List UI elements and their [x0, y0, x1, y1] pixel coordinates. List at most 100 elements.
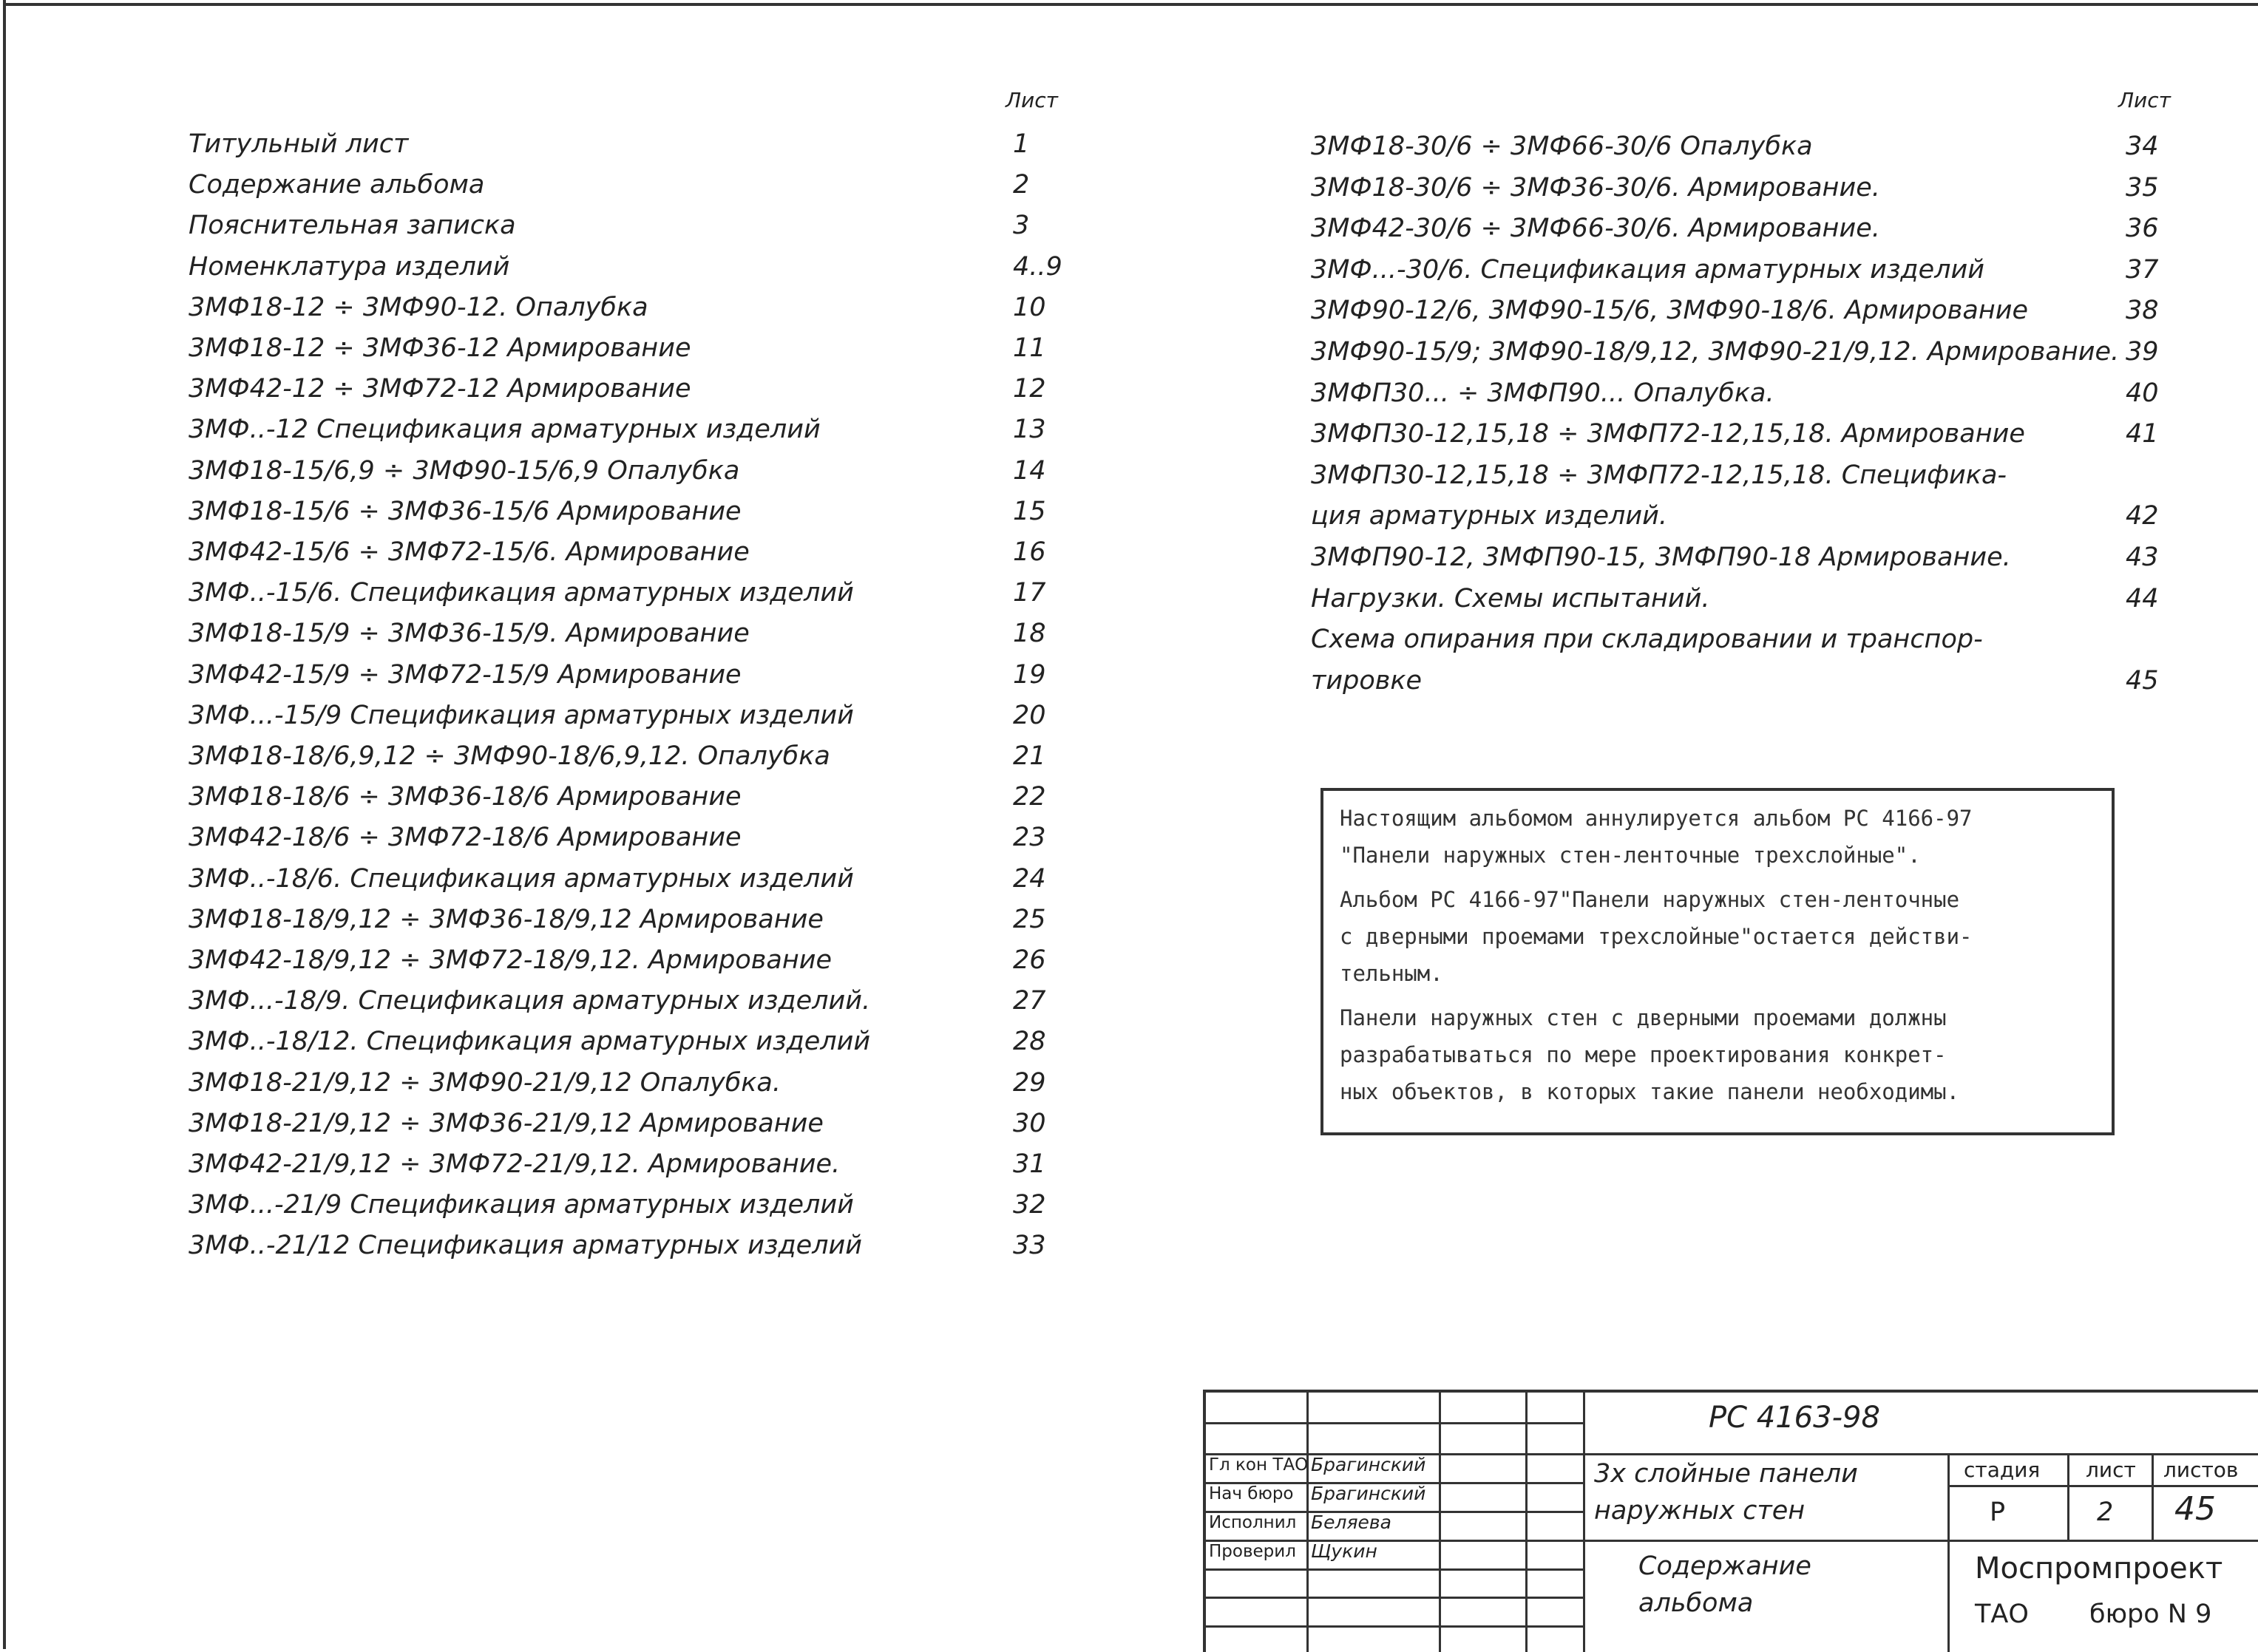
entry-text: 3МФ42-18/6 ÷ 3МФ72-18/6 Армирование — [189, 823, 742, 853]
entry-sheet: 40 — [2126, 378, 2159, 408]
entry-text: Номенклатура изделий — [189, 251, 510, 282]
entry-sheet: 3 — [1013, 211, 1030, 241]
entry-text: 3МФ42-30/6 ÷ 3МФ66-30/6. Армирование. — [1311, 214, 1880, 244]
entry-text: 3МФ42-15/9 ÷ 3МФ72-15/9 Армирование — [189, 659, 742, 690]
entry-text: 3МФ...-30/6. Спецификация арматурных изд… — [1311, 254, 1985, 285]
rule — [1206, 1482, 1583, 1484]
entry-text: 3МФ90-15/9; 3МФ90-18/9,12, 3МФ90-21/9,12… — [1311, 337, 2120, 367]
rule — [1947, 1453, 1950, 1652]
product-title: наружных стен — [1594, 1496, 1806, 1526]
entry-sheet: 2 — [1013, 170, 1030, 200]
signature-name: Брагинский — [1311, 1483, 1426, 1504]
note-line: "Панели наружных стен-ленточные трехслой… — [1340, 843, 1921, 868]
rule — [2067, 1453, 2069, 1540]
entry-sheet: 25 — [1013, 904, 1046, 934]
entry-sheet: 10 — [1013, 292, 1046, 322]
entry-sheet: 38 — [2126, 296, 2159, 326]
entry-sheet: 45 — [2126, 665, 2159, 696]
entry-sheet: 35 — [2126, 172, 2159, 203]
entry-sheet: 26 — [1013, 945, 1046, 975]
entry-sheet: 16 — [1013, 537, 1046, 567]
entry-text: 3МФ18-18/9,12 ÷ 3МФ36-18/9,12 Армировани… — [189, 904, 824, 934]
entry-text: 3МФ..-18/6. Спецификация арматурных изде… — [189, 863, 854, 894]
entry-sheet: 42 — [2126, 501, 2159, 531]
rule — [1306, 1393, 1309, 1652]
entry-text: 3МФ18-18/6,9,12 ÷ 3МФ90-18/6,9,12. Опалу… — [189, 741, 830, 771]
frame-top — [3, 3, 2258, 6]
entry-text: 3МФ90-12/6, 3МФ90-15/6, 3МФ90-18/6. Арми… — [1311, 296, 2029, 326]
entry-text: Содержание альбома — [189, 170, 485, 200]
rule — [1947, 1485, 2258, 1487]
entry-text: 3МФ42-15/6 ÷ 3МФ72-15/6. Армирование — [189, 537, 750, 567]
entry-sheet: 17 — [1013, 578, 1046, 608]
entry-text: 3МФ42-18/9,12 ÷ 3МФ72-18/9,12. Армирован… — [189, 945, 833, 975]
sheet-title: альбома — [1638, 1588, 1754, 1618]
sheets: 45 — [2174, 1490, 2216, 1528]
rule — [1206, 1511, 1583, 1513]
entry-sheet: 11 — [1013, 333, 1046, 363]
entry-sheet: 22 — [1013, 782, 1046, 812]
entry-text: 3МФ18-21/9,12 ÷ 3МФ90-21/9,12 Опалубка. — [189, 1067, 782, 1098]
entry-sheet: 24 — [1013, 863, 1046, 894]
entry-text: 3МФ...-21/9 Спецификация арматурных изде… — [189, 1190, 854, 1220]
entry-text: Пояснительная записка — [189, 211, 516, 241]
entry-text: 3МФП30-12,15,18 ÷ 3МФП72-12,15,18. Специ… — [1311, 460, 2007, 490]
signature-name: Беляева — [1311, 1512, 1391, 1533]
entry-sheet: 43 — [2126, 543, 2159, 572]
note-line: тельным. — [1340, 961, 1443, 986]
entry-text: 3МФ...-18/9. Спецификация арматурных изд… — [189, 986, 871, 1016]
sheets-label: листов — [2163, 1458, 2239, 1482]
entry-text: 3МФП30... ÷ 3МФП90... Опалубка. — [1311, 378, 1774, 408]
signature-role: Нач бюро — [1209, 1484, 1294, 1503]
sheet-header: Лист — [1006, 88, 1058, 112]
document-code: РС 4163-98 — [1709, 1401, 1880, 1435]
rule — [1206, 1453, 1583, 1455]
entry-sheet: 14 — [1013, 455, 1046, 486]
entry-sheet: 41 — [2126, 419, 2159, 449]
note-line: с дверными проемами трехслойные"остается… — [1340, 924, 1973, 949]
entry-sheet: 1 — [1013, 129, 1030, 159]
rule — [1206, 1568, 1583, 1571]
entry-sheet: 23 — [1013, 823, 1046, 853]
sheet-label: лист — [2086, 1458, 2136, 1482]
entry-text: 3МФ42-12 ÷ 3МФ72-12 Армирование — [189, 374, 691, 404]
entry-text: Нагрузки. Схемы испытаний. — [1311, 583, 1710, 613]
entry-sheet: 31 — [1013, 1149, 1046, 1179]
bureau: бюро N 9 — [2089, 1600, 2212, 1629]
entry-sheet: 13 — [1013, 415, 1046, 445]
frame-left — [3, 0, 6, 1649]
entry-sheet: 29 — [1013, 1067, 1046, 1098]
signature-role: Гл кон ТАО — [1209, 1455, 1309, 1475]
entry-sheet: 44 — [2126, 583, 2159, 613]
entry-text: 3МФ18-30/6 ÷ 3МФ36-30/6. Армирование. — [1311, 172, 1880, 203]
department: ТАО — [1975, 1600, 2029, 1629]
entry-sheet: 18 — [1013, 619, 1046, 649]
entry-sheet: 39 — [2126, 337, 2159, 367]
entry-sheet: 30 — [1013, 1108, 1046, 1138]
entry-sheet: 33 — [1013, 1231, 1046, 1261]
signature-role: Проверил — [1209, 1542, 1296, 1561]
rule — [1206, 1422, 1583, 1424]
rule — [1439, 1393, 1441, 1652]
entry-text: Титульный лист — [189, 129, 409, 159]
sheet-title: Содержание — [1638, 1551, 1811, 1581]
entry-text: 3МФ..-15/6. Спецификация арматурных изде… — [189, 578, 854, 608]
entry-sheet: 28 — [1013, 1027, 1046, 1057]
stage: Р — [1990, 1498, 2006, 1527]
product-title: 3х слойные панели — [1594, 1459, 1858, 1489]
entry-sheet: 36 — [2126, 214, 2159, 244]
signature-name: Щукин — [1311, 1540, 1377, 1562]
entry-sheet: 19 — [1013, 659, 1046, 690]
rule — [1206, 1625, 1583, 1628]
rule — [2152, 1453, 2154, 1540]
entry-text: тировке — [1311, 665, 1423, 696]
signature-name: Брагинский — [1311, 1454, 1426, 1475]
note-line: Настоящим альбомом аннулируется альбом Р… — [1340, 806, 1973, 831]
entry-sheet: 37 — [2126, 254, 2159, 285]
sheet: 2 — [2097, 1498, 2114, 1527]
entry-sheet: 12 — [1013, 374, 1046, 404]
entry-text: 3МФ18-30/6 ÷ 3МФ66-30/6 Опалубка — [1311, 132, 1813, 161]
rule — [1206, 1597, 1583, 1599]
entry-text: 3МФ18-18/6 ÷ 3МФ36-18/6 Армирование — [189, 782, 742, 812]
